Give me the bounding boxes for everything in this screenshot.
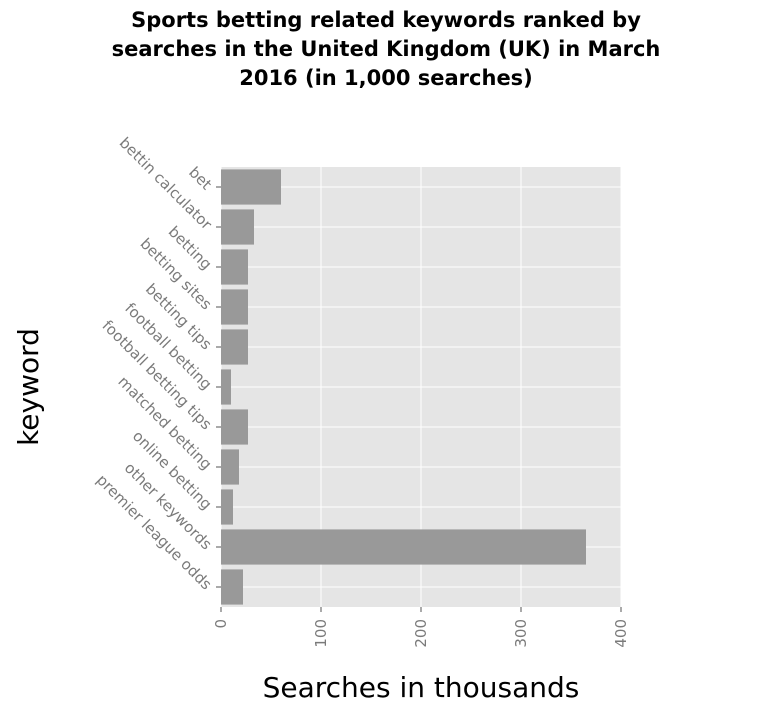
x-tick-label-3: 300 xyxy=(512,619,530,648)
bar-10 xyxy=(221,569,243,605)
bar-6 xyxy=(221,409,248,445)
x-tick-label-2: 200 xyxy=(412,619,430,648)
x-axis: 0 100 200 300 400 xyxy=(212,607,630,648)
y-tick-label-0: bet xyxy=(185,163,215,193)
y-axis-label: keyword xyxy=(12,328,45,446)
bar-8 xyxy=(221,489,233,525)
bar-0 xyxy=(221,169,281,205)
x-tick-label-4: 400 xyxy=(612,619,630,648)
x-axis-label: Searches in thousands xyxy=(263,671,580,704)
chart-title: Sports betting related keywords ranked b… xyxy=(0,6,772,93)
bars xyxy=(221,169,586,605)
bar-7 xyxy=(221,449,239,485)
bar-1 xyxy=(221,209,254,245)
x-tick-label-0: 0 xyxy=(212,619,230,629)
bar-9 xyxy=(221,529,586,565)
bar-5 xyxy=(221,369,231,405)
chart-title-line-2: searches in the United Kingdom (UK) in M… xyxy=(111,37,661,61)
chart-title-line-3: 2016 (in 1,000 searches) xyxy=(239,66,533,90)
bar-4 xyxy=(221,329,248,365)
x-tick-label-1: 100 xyxy=(312,619,330,648)
chart-title-line-1: Sports betting related keywords ranked b… xyxy=(131,8,641,32)
bar-2 xyxy=(221,249,248,285)
bar-3 xyxy=(221,289,248,325)
